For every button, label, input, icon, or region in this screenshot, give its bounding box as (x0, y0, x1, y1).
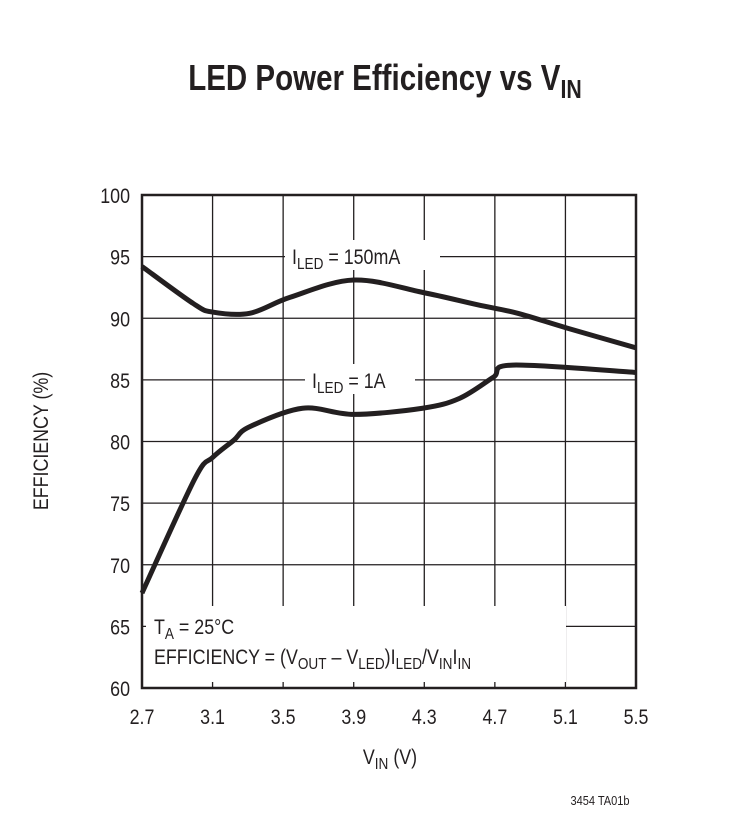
annotation: TA = 25°C EFFICIENCY = (VOUT – VLED)ILED… (146, 606, 566, 682)
y-tick-label: 65 (110, 616, 130, 640)
series-lines (139, 264, 637, 595)
formula-subscript: IN (457, 656, 471, 673)
chart-title-sub: IN (560, 75, 581, 105)
formula-text: /V (422, 646, 439, 670)
series-label-sub: LED (297, 256, 323, 273)
series-label-suffix: = 1A (343, 370, 385, 394)
series-label-background (285, 240, 440, 270)
series-line-1 (139, 362, 637, 595)
series-line-0 (140, 264, 637, 351)
formula-text: EFFICIENCY = (V (154, 646, 298, 670)
series-label-main: I (292, 246, 297, 270)
formula-subscript: OUT (298, 656, 327, 673)
y-tick-label: 80 (110, 431, 130, 455)
temp-sub: A (165, 626, 174, 643)
series-label-sub: LED (317, 380, 343, 397)
x-axis-label: VIN (V) (363, 746, 417, 774)
temp-main: T (154, 616, 165, 640)
x-tick-label: 3.1 (200, 706, 225, 730)
series-label-0: ILED = 150mA (292, 246, 400, 274)
y-tick-label: 95 (110, 246, 130, 270)
figure-id: 3454 TA01b (570, 793, 629, 808)
y-tick-label: 100 (100, 185, 130, 209)
chart-title: LED Power Efficiency vs VIN (188, 57, 582, 104)
formula-subscript: LED (358, 656, 384, 673)
y-axis-label: EFFICIENCY (%) (30, 372, 54, 510)
chart-title-main: LED Power Efficiency vs V (188, 57, 560, 97)
formula-text: – V (327, 646, 359, 670)
x-axis-label-sub: IN (375, 756, 389, 773)
plot-frame (140, 193, 638, 690)
x-axis-label-suffix: (V) (388, 746, 417, 770)
x-tick-label: 5.1 (553, 706, 578, 730)
series-label-1: ILED = 1A (312, 370, 386, 398)
x-tick-label: 4.7 (482, 706, 507, 730)
formula-text: I (452, 646, 457, 670)
y-tick-label: 75 (110, 493, 130, 517)
formula-text: )I (385, 646, 396, 670)
temp-suffix: = 25°C (174, 616, 234, 640)
temperature-note: TA = 25°C (154, 616, 234, 644)
y-tick-label: 60 (110, 678, 130, 702)
formula-subscript: LED (396, 656, 422, 673)
y-tick-label: 70 (110, 554, 130, 578)
series-label-main: I (312, 370, 317, 394)
x-tick-label: 4.3 (412, 706, 437, 730)
annotation-background (146, 606, 566, 682)
y-tick-label: 85 (110, 370, 130, 394)
x-tick-label: 3.9 (341, 706, 366, 730)
x-axis-label-main: V (363, 746, 375, 770)
formula-subscript: IN (439, 656, 453, 673)
x-tick-label: 5.5 (624, 706, 649, 730)
x-tick-label: 2.7 (130, 706, 155, 730)
y-tick-label: 90 (110, 308, 130, 332)
series-label-background (305, 364, 415, 394)
efficiency-formula: EFFICIENCY = (VOUT – VLED)ILED/VINIIN (154, 646, 471, 674)
series-label-suffix: = 150mA (323, 246, 400, 270)
x-tick-label: 3.5 (271, 706, 296, 730)
tick-labels: 2.7 3.1 3.5 3.9 4.3 4.7 5.1 5.5 60 65 70 75 80 85 90 95… (100, 185, 648, 730)
